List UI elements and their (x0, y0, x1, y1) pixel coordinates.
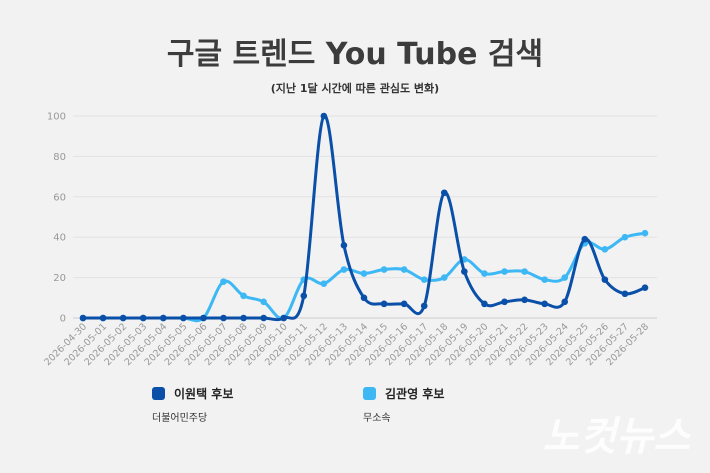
data-point (200, 314, 207, 322)
data-point (320, 112, 328, 120)
data-point (601, 246, 609, 253)
y-tick-label: 20 (53, 273, 66, 284)
data-point (440, 274, 448, 281)
data-point (601, 276, 609, 283)
data-point (220, 314, 227, 322)
data-point (581, 235, 589, 243)
legend-label: 이원택 후보 (174, 386, 233, 401)
series-0 (79, 112, 649, 322)
data-point (621, 233, 629, 241)
legend-party-label: 더불어민주당 (152, 412, 207, 424)
legend-label: 김관영 후보 (385, 386, 444, 401)
chart-subtitle: (지난 1달 시간에 따른 관심도 변화) (271, 81, 439, 95)
legend-swatch (152, 387, 165, 400)
data-point (380, 300, 388, 308)
data-point (340, 266, 348, 273)
data-point (561, 298, 569, 306)
data-point (320, 280, 328, 287)
series-lines (79, 112, 649, 323)
watermark-logo: 노컷뉴스 (543, 414, 692, 460)
data-point (641, 229, 649, 237)
grid (73, 115, 657, 319)
series-line (81, 114, 647, 322)
data-point (159, 314, 167, 322)
data-point (481, 270, 488, 277)
series-1 (79, 229, 649, 323)
data-point (280, 314, 288, 322)
data-point (360, 270, 368, 277)
data-point (380, 266, 388, 273)
y-tick-label: 80 (53, 152, 66, 163)
data-point (79, 314, 87, 322)
data-point (621, 290, 629, 298)
data-point (641, 284, 649, 292)
y-tick-label: 40 (53, 233, 66, 244)
legend-party-label: 무소속 (363, 412, 391, 424)
data-point (220, 278, 227, 285)
data-point (481, 300, 488, 308)
data-point (400, 300, 408, 308)
data-point (260, 298, 267, 306)
x-axis-ticks: 2026-04-302026-05-012026-05-022026-05-03… (42, 321, 651, 368)
data-point (541, 276, 548, 283)
data-point (360, 294, 368, 302)
data-point (541, 300, 548, 308)
data-point (240, 292, 247, 300)
data-point (420, 276, 428, 283)
data-point (180, 314, 187, 322)
y-axis-ticks: 0 20 40 60 80 100 (47, 112, 66, 325)
data-point (300, 292, 308, 300)
data-point (521, 268, 528, 275)
legend-swatch (363, 387, 376, 400)
data-point (420, 302, 428, 310)
data-point (461, 268, 468, 275)
data-point (99, 314, 107, 322)
data-point (240, 314, 247, 322)
data-point (260, 314, 267, 322)
data-point (440, 189, 448, 197)
y-tick-label: 0 (60, 314, 66, 325)
y-tick-label: 100 (47, 112, 66, 123)
data-point (400, 266, 408, 273)
data-point (501, 268, 508, 275)
data-point (521, 296, 528, 304)
data-point (139, 314, 147, 322)
data-point (501, 298, 508, 306)
chart-title: 구글 트렌드 You Tube 검색 (167, 37, 543, 72)
data-point (561, 274, 569, 281)
y-tick-label: 60 (53, 192, 66, 203)
data-point (119, 314, 127, 322)
data-point (340, 241, 348, 249)
